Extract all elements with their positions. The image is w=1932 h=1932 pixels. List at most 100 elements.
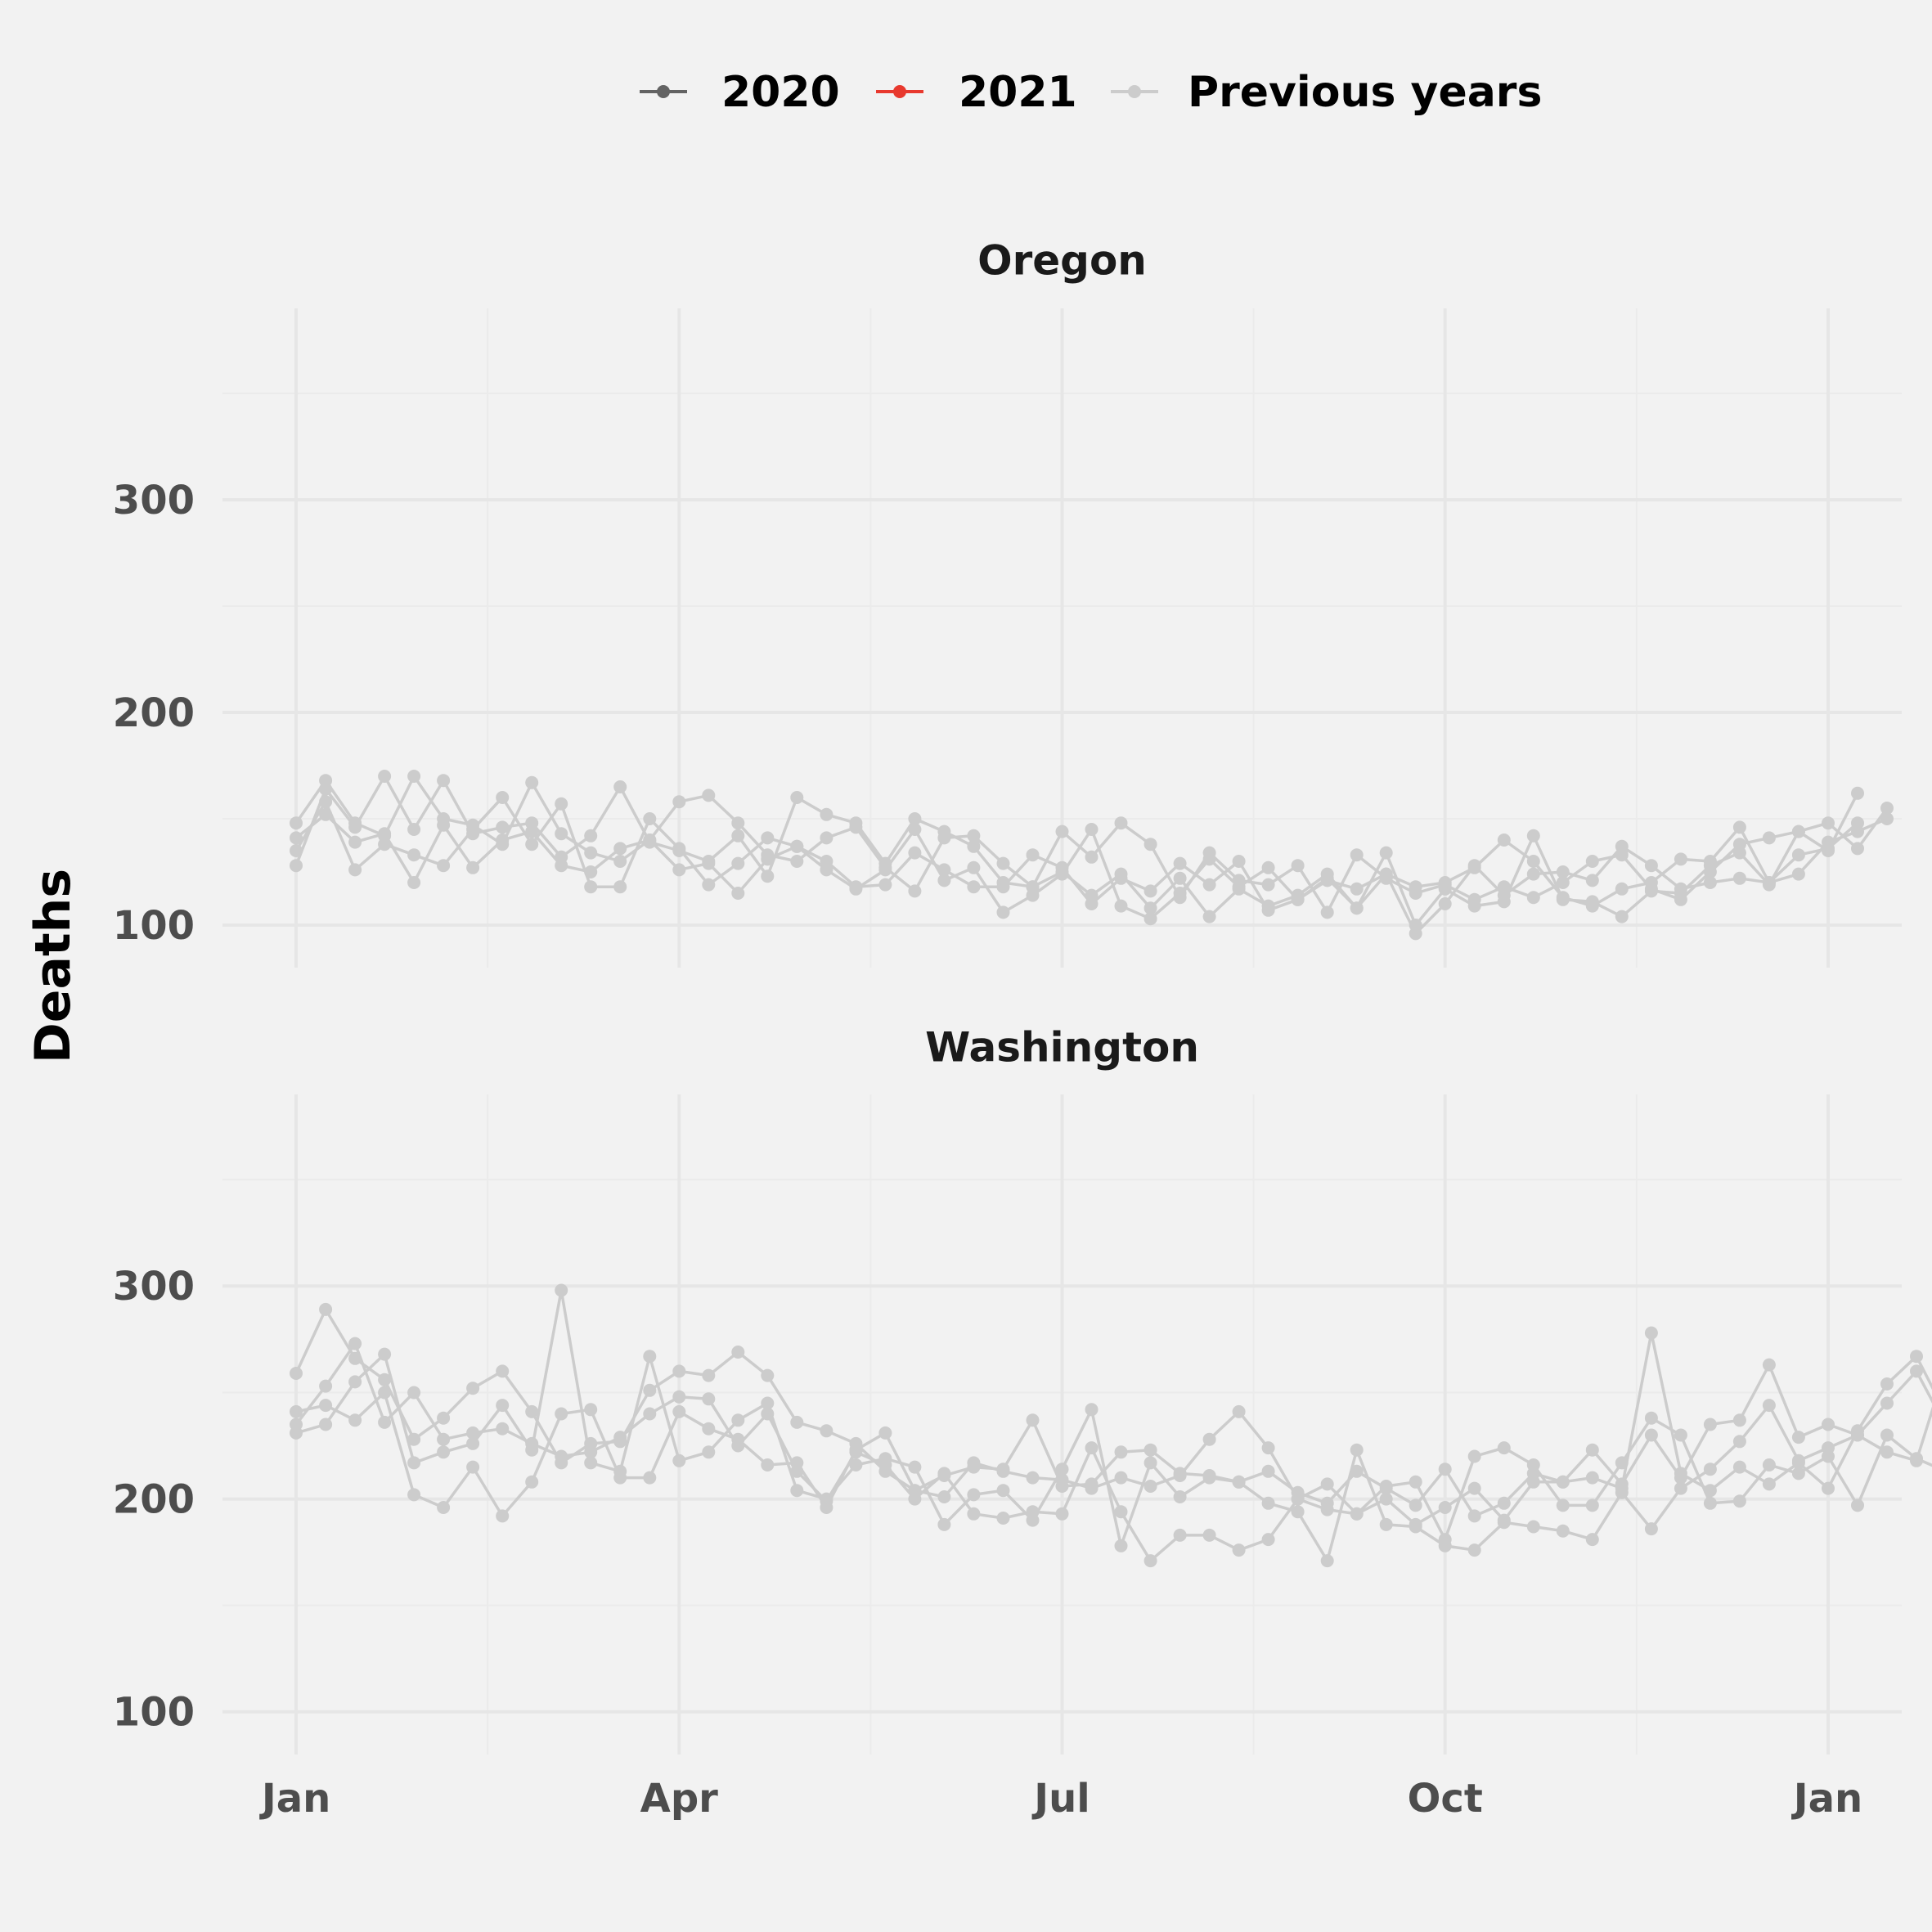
data-point [1350, 1507, 1364, 1521]
data-point [1556, 1498, 1570, 1512]
data-point [319, 1302, 333, 1316]
data-point [1026, 1471, 1040, 1485]
data-point [1202, 1528, 1216, 1542]
x-tick-label: Jan [1791, 1776, 1862, 1822]
data-point [1822, 1481, 1835, 1495]
data-point [348, 835, 362, 849]
data-point [1822, 1449, 1835, 1463]
data-point [1143, 901, 1157, 915]
data-point [643, 1471, 657, 1485]
data-point [1114, 1471, 1128, 1485]
data-point [820, 807, 833, 821]
data-point [908, 846, 922, 860]
data-point [820, 855, 833, 868]
data-point [496, 1364, 510, 1378]
data-point [437, 818, 451, 832]
data-point [319, 1418, 333, 1431]
data-point [820, 1494, 833, 1508]
data-point [1409, 1475, 1422, 1489]
data-point [1526, 891, 1540, 905]
data-point [1526, 1475, 1540, 1489]
legend-item-previous-years: Previous years [1111, 68, 1542, 117]
data-point [643, 833, 657, 847]
data-point [407, 1432, 421, 1446]
data-point [1291, 892, 1305, 906]
data-point [1644, 1522, 1658, 1536]
data-point [1851, 1428, 1864, 1442]
data-point [643, 1350, 657, 1364]
data-point [319, 1399, 333, 1413]
data-point [1438, 876, 1452, 889]
data-point [1880, 812, 1894, 825]
data-point [496, 820, 510, 834]
data-point [1261, 860, 1275, 874]
data-point [1202, 910, 1216, 923]
data-point [378, 770, 392, 783]
data-point [348, 1375, 362, 1389]
data-point [555, 1407, 568, 1421]
data-point [1674, 1428, 1687, 1442]
data-point [555, 1283, 568, 1297]
data-point [1173, 1469, 1187, 1482]
data-point [761, 831, 775, 845]
data-point [643, 812, 657, 825]
data-point [290, 831, 303, 845]
panel-washington: Washington 100 200 300 [113, 1024, 1932, 1755]
y-tick-label: 100 [113, 1690, 195, 1736]
series-previous-years [290, 807, 1894, 941]
data-point [1644, 1411, 1658, 1425]
data-point [967, 1456, 981, 1470]
data-point [790, 839, 804, 853]
data-point [731, 816, 745, 830]
data-point [1497, 1513, 1511, 1527]
data-point [1085, 850, 1099, 864]
data-point [1556, 891, 1570, 905]
data-point [1851, 824, 1864, 838]
data-point [1585, 874, 1599, 887]
data-point [1320, 874, 1334, 887]
data-point [996, 1484, 1010, 1498]
data-point [555, 797, 568, 811]
data-point [555, 859, 568, 873]
gridlines [222, 308, 1902, 968]
data-point [1674, 1481, 1687, 1495]
data-point [496, 1399, 510, 1413]
data-point [466, 1426, 480, 1440]
data-point [1497, 888, 1511, 902]
data-point [1232, 855, 1246, 868]
legend-marker [657, 85, 670, 98]
data-point [584, 846, 598, 860]
data-point [1791, 848, 1805, 862]
data-point [378, 1415, 392, 1429]
data-point [1880, 1377, 1894, 1391]
data-point [1291, 859, 1305, 873]
panels: Oregon 100 200 300 Washington 100 200 300 [113, 237, 1932, 1755]
data-point [908, 1460, 922, 1474]
data-point [1851, 842, 1864, 856]
data-point [1674, 882, 1687, 896]
data-point [1910, 1364, 1923, 1378]
data-point [466, 1460, 480, 1474]
data-point [584, 829, 598, 842]
data-point [761, 869, 775, 883]
data-point [908, 884, 922, 898]
data-point [525, 838, 539, 851]
data-point [525, 824, 539, 838]
data-point [1762, 1477, 1776, 1491]
data-point [672, 1390, 686, 1404]
data-point [1143, 1554, 1157, 1568]
data-point [937, 1467, 951, 1480]
data-point [1615, 1477, 1629, 1491]
data-point [1585, 899, 1599, 913]
data-point [1379, 867, 1393, 881]
data-point [1762, 1458, 1776, 1471]
data-point [1585, 1471, 1599, 1485]
data-point [1585, 1443, 1599, 1457]
data-point [878, 863, 892, 877]
data-point [496, 1509, 510, 1523]
legend-marker [1128, 85, 1141, 98]
data-point [761, 852, 775, 866]
x-axis: Jan Apr Jul Oct Jan [259, 1776, 1862, 1822]
data-point [1615, 882, 1629, 896]
data-point [1173, 871, 1187, 885]
